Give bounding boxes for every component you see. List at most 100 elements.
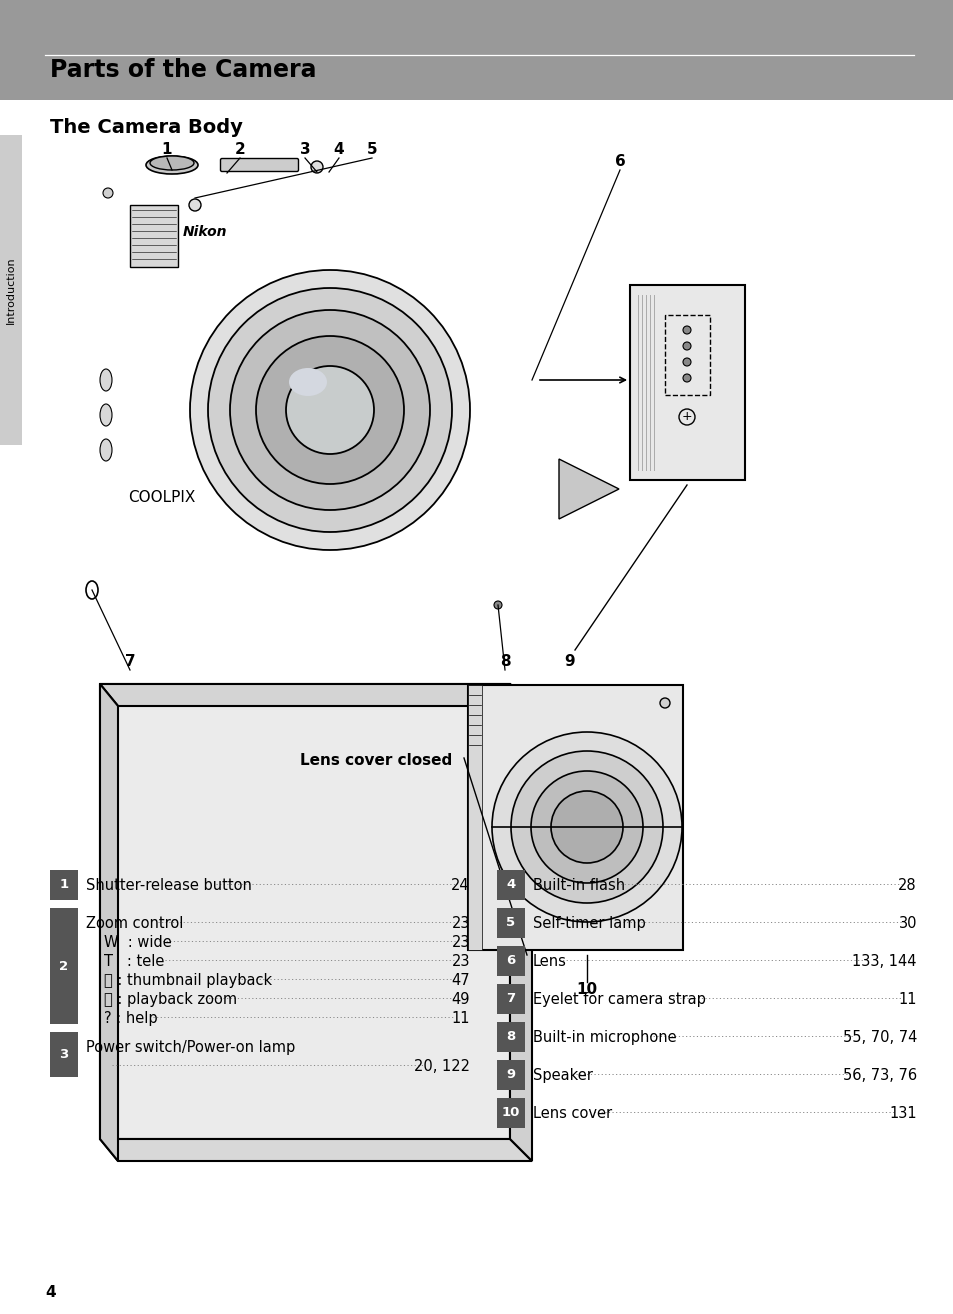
Bar [664,315,709,396]
Text: The Camera Body: The Camera Body [50,118,243,137]
Circle shape [311,162,323,173]
Text: 9: 9 [564,654,575,670]
Text: Speaker: Speaker [533,1068,592,1083]
Text: 5: 5 [506,916,515,929]
Text: 7: 7 [506,992,515,1005]
Polygon shape [100,685,532,706]
Ellipse shape [100,369,112,392]
Bar [497,1022,524,1053]
Text: 4: 4 [506,879,515,891]
Polygon shape [100,685,118,1162]
Ellipse shape [289,368,327,396]
Text: 7: 7 [125,654,135,670]
Text: Nikon: Nikon [183,225,227,239]
Text: 11: 11 [451,1010,470,1026]
Text: ? : help: ? : help [104,1010,157,1026]
Circle shape [682,342,690,350]
Circle shape [208,288,452,532]
Text: 49: 49 [451,992,470,1007]
Circle shape [551,791,622,863]
Text: 30: 30 [898,916,916,932]
Text: 55, 70, 74: 55, 70, 74 [841,1030,916,1045]
Polygon shape [100,685,510,1139]
Circle shape [230,310,430,510]
Text: 1: 1 [162,142,172,158]
Ellipse shape [100,439,112,461]
Circle shape [682,357,690,367]
Text: 131: 131 [888,1106,916,1121]
Bar [497,1060,524,1091]
Polygon shape [100,1139,532,1162]
Text: 5: 5 [366,142,377,158]
Bar [497,984,524,1014]
Text: 23: 23 [451,936,470,950]
Bar [130,205,178,267]
Ellipse shape [100,403,112,426]
Text: 56, 73, 76: 56, 73, 76 [842,1068,916,1083]
Circle shape [255,336,403,484]
Bar [497,946,524,976]
Polygon shape [510,685,532,1162]
Text: 3: 3 [299,142,310,158]
Text: 133, 144: 133, 144 [852,954,916,968]
FancyBboxPatch shape [220,159,298,172]
Bar [468,685,481,950]
Text: 6: 6 [614,155,625,170]
Text: 3: 3 [59,1049,69,1060]
Text: 2: 2 [234,142,245,158]
Text: 6: 6 [506,954,515,967]
Text: W  : wide: W : wide [104,936,172,950]
Text: Parts of the Camera: Parts of the Camera [50,58,316,81]
Circle shape [531,771,642,883]
Text: 4: 4 [334,142,344,158]
Text: Power switch/Power-on lamp: Power switch/Power-on lamp [86,1039,294,1055]
Text: Built-in flash: Built-in flash [533,878,624,894]
Circle shape [682,374,690,382]
Text: ⬛ : thumbnail playback: ⬛ : thumbnail playback [104,972,272,988]
Ellipse shape [146,156,198,173]
Circle shape [511,752,662,903]
Bar [629,285,744,480]
Text: 10: 10 [501,1106,519,1120]
Text: 23: 23 [451,916,470,932]
Text: 2: 2 [59,959,69,972]
Bar [497,908,524,938]
Text: 🔍 : playback zoom: 🔍 : playback zoom [104,992,237,1007]
Bar [497,870,524,900]
Text: 10: 10 [576,983,597,997]
Circle shape [659,698,669,708]
Text: Eyelet for camera strap: Eyelet for camera strap [533,992,705,1007]
Bar [497,1099,524,1127]
Text: 11: 11 [898,992,916,1007]
Circle shape [190,269,470,551]
Text: 8: 8 [506,1030,515,1043]
Text: 4: 4 [45,1285,55,1300]
Text: Lens cover closed: Lens cover closed [299,753,452,767]
Bar [468,685,682,950]
Circle shape [492,732,681,922]
Text: +: + [681,410,692,423]
Text: 20, 122: 20, 122 [414,1059,470,1074]
Text: Built-in microphone: Built-in microphone [533,1030,676,1045]
Text: 23: 23 [451,954,470,968]
Text: COOLPIX: COOLPIX [128,490,195,505]
Text: Self-timer lamp: Self-timer lamp [533,916,645,932]
Circle shape [494,600,501,608]
Circle shape [103,188,112,198]
Polygon shape [558,459,618,519]
Bar [50,870,78,900]
Text: Lens: Lens [533,954,566,968]
Bar [0,135,22,445]
Text: 9: 9 [506,1068,515,1081]
Bar [0,0,953,100]
Text: 28: 28 [898,878,916,894]
Ellipse shape [150,156,193,170]
Bar [50,908,78,1024]
Text: Introduction: Introduction [6,256,16,323]
Bar [50,1031,78,1077]
Text: Shutter-release button: Shutter-release button [86,878,252,894]
Text: Zoom control: Zoom control [86,916,183,932]
Text: 24: 24 [451,878,470,894]
Text: 47: 47 [451,972,470,988]
Text: Lens cover: Lens cover [533,1106,612,1121]
